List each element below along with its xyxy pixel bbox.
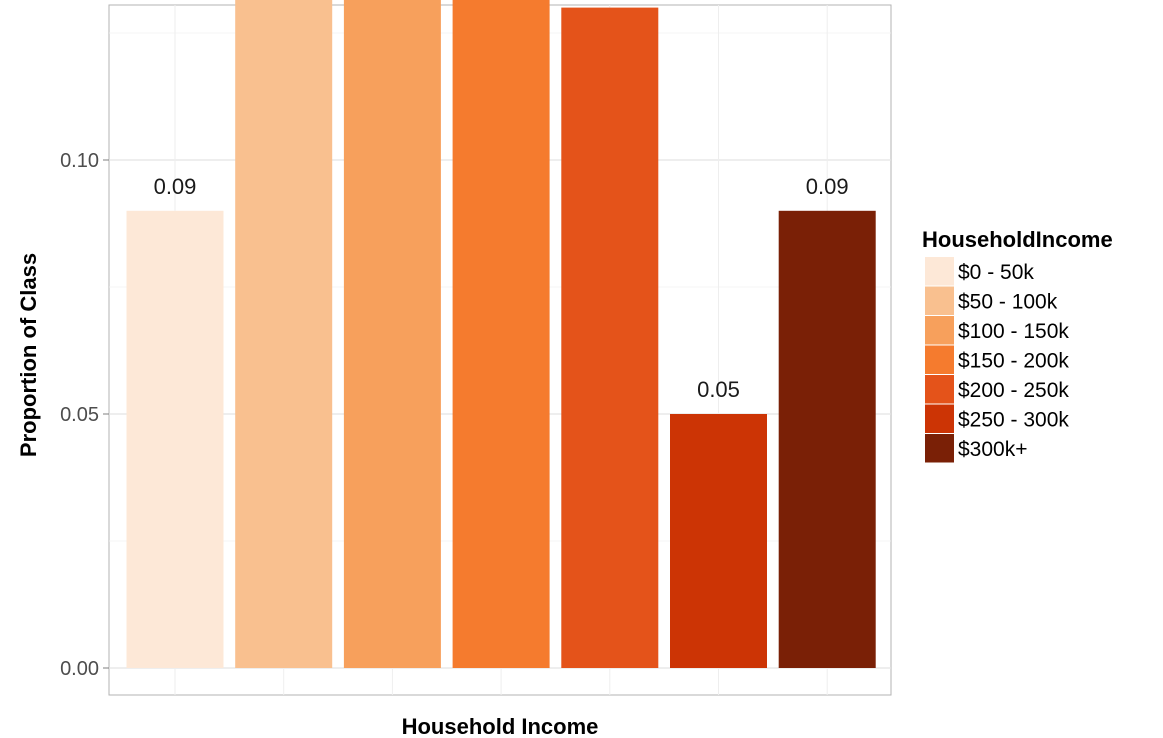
legend-key	[925, 257, 954, 286]
legend-key	[925, 316, 954, 345]
y-tick-label: 0.00	[60, 658, 99, 680]
legend-key	[925, 375, 954, 404]
legend-label: $250 - 300k	[958, 409, 1069, 432]
legend-key	[925, 286, 954, 315]
bar-4	[452, 0, 550, 669]
legend: HouseholdIncome $0 - 50k $50 - 100k $100 -…	[922, 227, 1113, 463]
bar-1	[126, 210, 224, 669]
legend-label: $100 - 150k	[958, 320, 1069, 343]
bar-5	[561, 7, 659, 669]
bar-value-label: 0.09	[806, 174, 849, 199]
legend-label: $300k+	[958, 438, 1027, 461]
bar-value-label: 0.09	[154, 174, 197, 199]
legend-label: $50 - 100k	[958, 291, 1058, 314]
bar-7	[778, 210, 876, 669]
legend-key	[925, 345, 954, 374]
y-tick-label: 0.05	[60, 404, 99, 426]
x-axis-title: Household Income	[402, 714, 599, 738]
legend-key	[925, 434, 954, 463]
legend-label: $0 - 50k	[958, 261, 1034, 284]
data-labels: 0.090.210.220.210.130.050.09	[154, 174, 849, 402]
bar-3	[343, 0, 441, 668]
y-axis: 0.000.050.100.150.200.25	[60, 150, 109, 680]
legend-title: HouseholdIncome	[922, 227, 1113, 252]
bars	[126, 0, 876, 669]
bar-value-label: 0.05	[697, 377, 740, 402]
legend-label: $150 - 200k	[958, 350, 1069, 373]
legend-label: $200 - 250k	[958, 379, 1069, 402]
y-axis-title: Proportion of Class	[16, 253, 41, 457]
bar-2	[235, 0, 333, 669]
bar-6	[670, 414, 767, 668]
legend-key	[925, 404, 954, 433]
y-tick-label: 0.10	[60, 150, 99, 172]
